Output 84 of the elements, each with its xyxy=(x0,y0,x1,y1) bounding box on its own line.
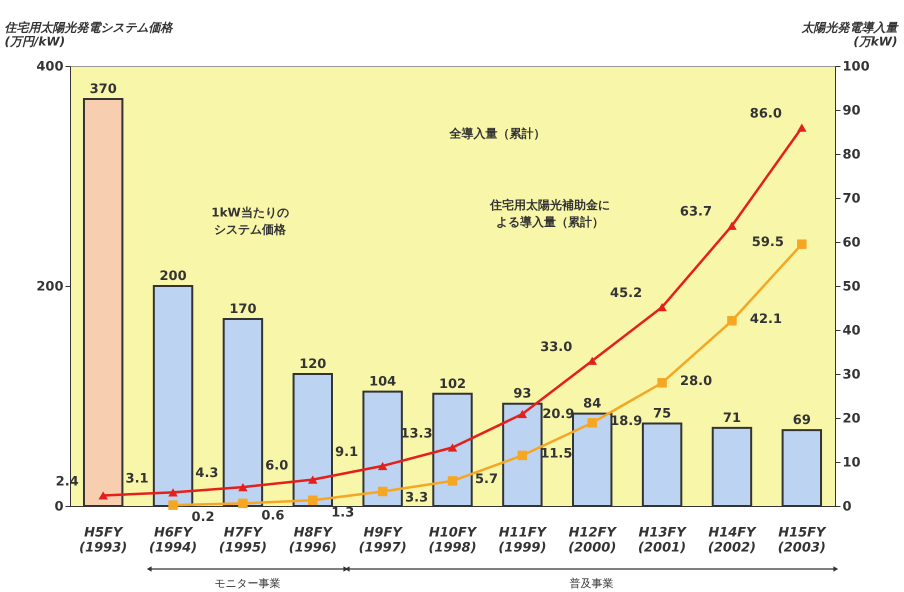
point xyxy=(587,418,597,428)
data-label: 6.0 xyxy=(265,458,288,474)
data-label: 5.7 xyxy=(474,472,498,487)
annotation: 住宅用太陽光補助金に xyxy=(489,198,610,212)
annotation: システム価格 xyxy=(214,222,287,236)
y-axis-title: 住宅用太陽光発電システム価格 (万円/kW) xyxy=(4,20,174,48)
point xyxy=(308,475,318,484)
data-label: 200 xyxy=(159,269,187,284)
point xyxy=(238,498,248,508)
y2-tick-label: 100 xyxy=(842,60,870,74)
x-tick-label: H11FY (1999) xyxy=(498,526,548,556)
data-label: 3.3 xyxy=(405,490,428,506)
data-label: 104 xyxy=(369,374,396,390)
point xyxy=(168,488,178,496)
data-label: 9.1 xyxy=(335,444,358,460)
annotation: 全導入量（累計） xyxy=(448,126,546,140)
data-label: 86.0 xyxy=(750,106,782,122)
data-label: 1.3 xyxy=(331,505,354,520)
point xyxy=(98,491,108,500)
annotation: 1kW当たりの xyxy=(211,206,289,220)
data-label: 11.5 xyxy=(540,446,572,462)
point xyxy=(378,462,388,470)
data-label: 33.0 xyxy=(540,340,572,355)
data-label: 28.0 xyxy=(680,374,712,389)
data-label: 170 xyxy=(229,302,256,317)
data-label: 71 xyxy=(722,410,741,426)
data-label: 45.2 xyxy=(610,286,642,302)
y2-tick-label: 10 xyxy=(842,456,861,470)
y2-axis-title: 太陽光発電導入量 (万kW) xyxy=(800,20,900,48)
data-label: 370 xyxy=(90,82,117,97)
point xyxy=(168,500,178,510)
text: 普及事業 xyxy=(570,577,614,590)
point xyxy=(727,316,737,326)
x-tick-label: H10FY (1998) xyxy=(428,526,478,556)
data-label: 93 xyxy=(513,386,532,402)
x-tick-label: H7FY (1995) xyxy=(218,526,267,556)
data-label: 75 xyxy=(653,406,672,422)
y2-tick-label: 80 xyxy=(842,148,861,162)
data-label: 20.9 xyxy=(542,407,574,422)
y2-tick-label: 0 xyxy=(842,500,852,514)
data-label: 84 xyxy=(583,396,602,412)
x-tick-label: H5FY (1993) xyxy=(79,526,128,556)
x-tick-label: H6FY (1994) xyxy=(149,526,198,556)
data-label: 69 xyxy=(792,413,811,428)
x-tick-label: H12FY (2000) xyxy=(568,526,618,556)
y2-tick-label: 70 xyxy=(842,192,861,206)
point xyxy=(308,496,318,506)
x-tick-label: H8FY (1996) xyxy=(288,526,337,556)
point xyxy=(448,476,458,486)
y2-tick-label: 90 xyxy=(842,104,861,118)
point xyxy=(797,123,807,132)
data-label: 59.5 xyxy=(752,235,784,250)
x-tick-label: H13FY (2001) xyxy=(638,526,688,556)
data-label: 102 xyxy=(438,376,466,392)
point xyxy=(727,222,737,230)
data-label: 0.6 xyxy=(261,508,284,524)
data-label: 0.2 xyxy=(192,510,215,526)
point xyxy=(518,450,528,460)
y-tick-label: 200 xyxy=(36,280,64,294)
y-tick-label: 400 xyxy=(36,60,64,74)
data-label: 4.3 xyxy=(195,466,218,482)
point xyxy=(657,378,667,388)
point xyxy=(797,239,807,249)
x-tick-label: H9FY (1997) xyxy=(358,526,407,556)
y2-tick-label: 20 xyxy=(842,412,861,426)
data-label: 42.1 xyxy=(750,312,782,327)
data-label: 120 xyxy=(299,357,326,372)
point xyxy=(587,356,597,365)
text: モニター事業 xyxy=(214,577,280,590)
x-tick-label: H14FY (2002) xyxy=(708,526,758,556)
y2-tick-label: 60 xyxy=(842,236,861,250)
y2-tick-label: 30 xyxy=(842,368,861,382)
point xyxy=(518,410,528,418)
y-tick-label: 0 xyxy=(54,500,64,514)
x-tick-label: H15FY (2003) xyxy=(778,526,828,556)
annotation: よる導入量（累計） xyxy=(496,215,604,229)
data-label: 63.7 xyxy=(680,204,712,220)
data-label: 3.1 xyxy=(126,471,149,486)
point xyxy=(238,482,248,492)
point xyxy=(378,486,388,496)
point xyxy=(448,443,458,452)
y2-tick-label: 50 xyxy=(842,280,861,294)
point xyxy=(657,303,667,312)
y2-tick-label: 40 xyxy=(842,324,861,338)
